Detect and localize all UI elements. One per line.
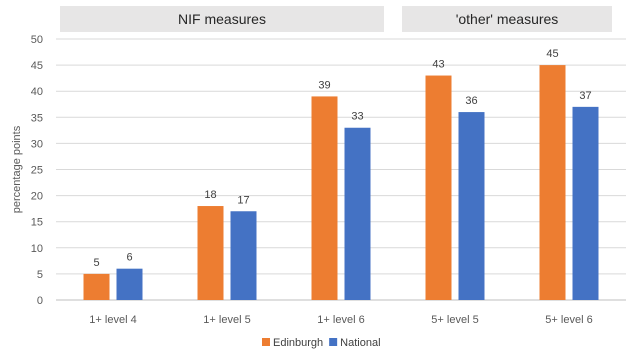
y-tick-label: 40 [31,86,43,98]
bar-national-2 [344,127,371,301]
x-tick-label: 5+ level 6 [545,314,592,326]
y-tick-label: 50 [31,34,43,46]
group-header-label: NIF measures [178,11,266,27]
y-tick-label: 25 [31,165,43,177]
data-label: 6 [126,252,132,264]
x-tick-label: 1+ level 4 [89,314,136,326]
bar-national-3 [458,112,485,300]
y-tick-label: 15 [31,217,43,229]
data-label: 45 [546,48,558,60]
data-label: 37 [579,90,591,102]
y-tick-label: 5 [37,269,43,281]
data-label: 39 [318,79,330,91]
y-tick-label: 0 [37,295,43,307]
y-tick-label: 10 [31,243,43,255]
x-tick-label: 1+ level 6 [317,314,364,326]
y-tick-label: 45 [31,60,43,72]
group-header-label: 'other' measures [456,11,559,27]
y-tick-label: 20 [31,191,43,203]
data-label: 36 [465,95,477,107]
legend-label-national: National [340,337,380,349]
bar-edinburgh-4 [539,65,566,300]
data-label: 33 [351,111,363,123]
legend-label-edinburgh: Edinburgh [273,337,323,349]
bar-edinburgh-2 [311,96,338,300]
data-label: 18 [204,189,216,201]
x-tick-label: 1+ level 5 [203,314,250,326]
x-tick-label: 5+ level 5 [431,314,478,326]
data-label: 43 [432,59,444,71]
bar-national-0 [116,268,143,300]
group-header-band [60,6,384,32]
bar-edinburgh-3 [425,75,452,300]
legend-swatch-edinburgh [262,338,270,346]
bar-national-1 [230,211,257,300]
data-label: 5 [93,257,99,269]
y-axis-title: percentage points [11,125,23,213]
y-tick-label: 35 [31,112,43,124]
data-label: 17 [237,194,249,206]
y-tick-label: 30 [31,138,43,150]
bar-national-4 [572,106,599,300]
group-header-band [402,6,612,32]
bar-edinburgh-0 [83,273,110,300]
bar-edinburgh-1 [197,206,224,300]
legend-swatch-national [329,338,338,346]
